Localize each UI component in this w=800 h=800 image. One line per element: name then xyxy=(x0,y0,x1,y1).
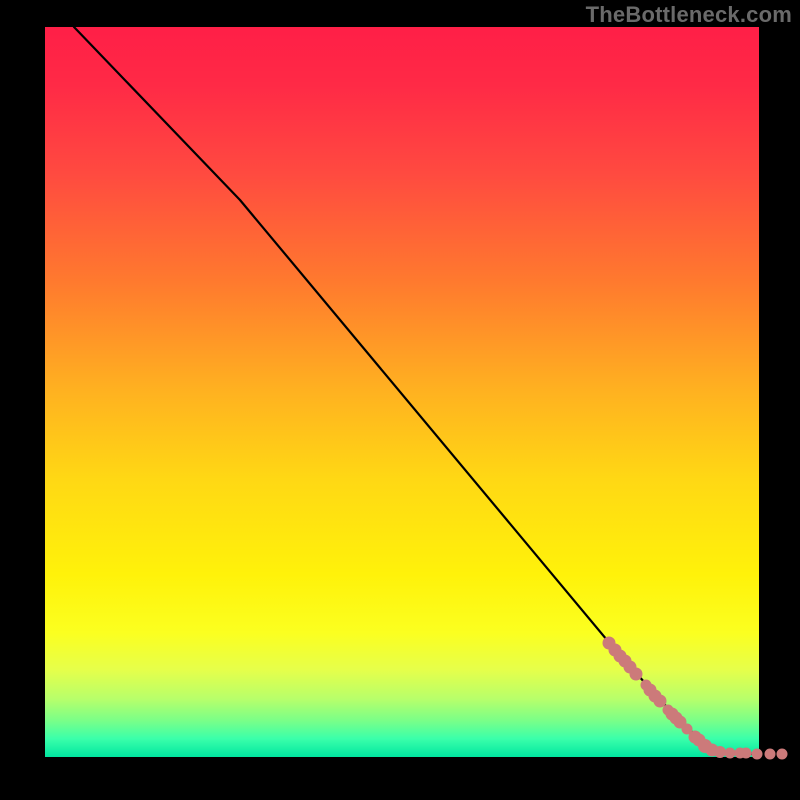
marker-point xyxy=(715,747,726,758)
chart-container: { "canvas": { "width": 800, "height": 80… xyxy=(0,0,800,800)
marker-point xyxy=(741,748,751,758)
marker-point xyxy=(765,749,775,759)
marker-point xyxy=(777,749,787,759)
chart-svg xyxy=(0,0,800,800)
marker-point xyxy=(630,668,642,680)
marker-point xyxy=(752,749,762,759)
plot-background xyxy=(45,27,759,757)
marker-point xyxy=(654,695,666,707)
watermark-text: TheBottleneck.com xyxy=(586,2,792,28)
marker-point xyxy=(725,748,735,758)
